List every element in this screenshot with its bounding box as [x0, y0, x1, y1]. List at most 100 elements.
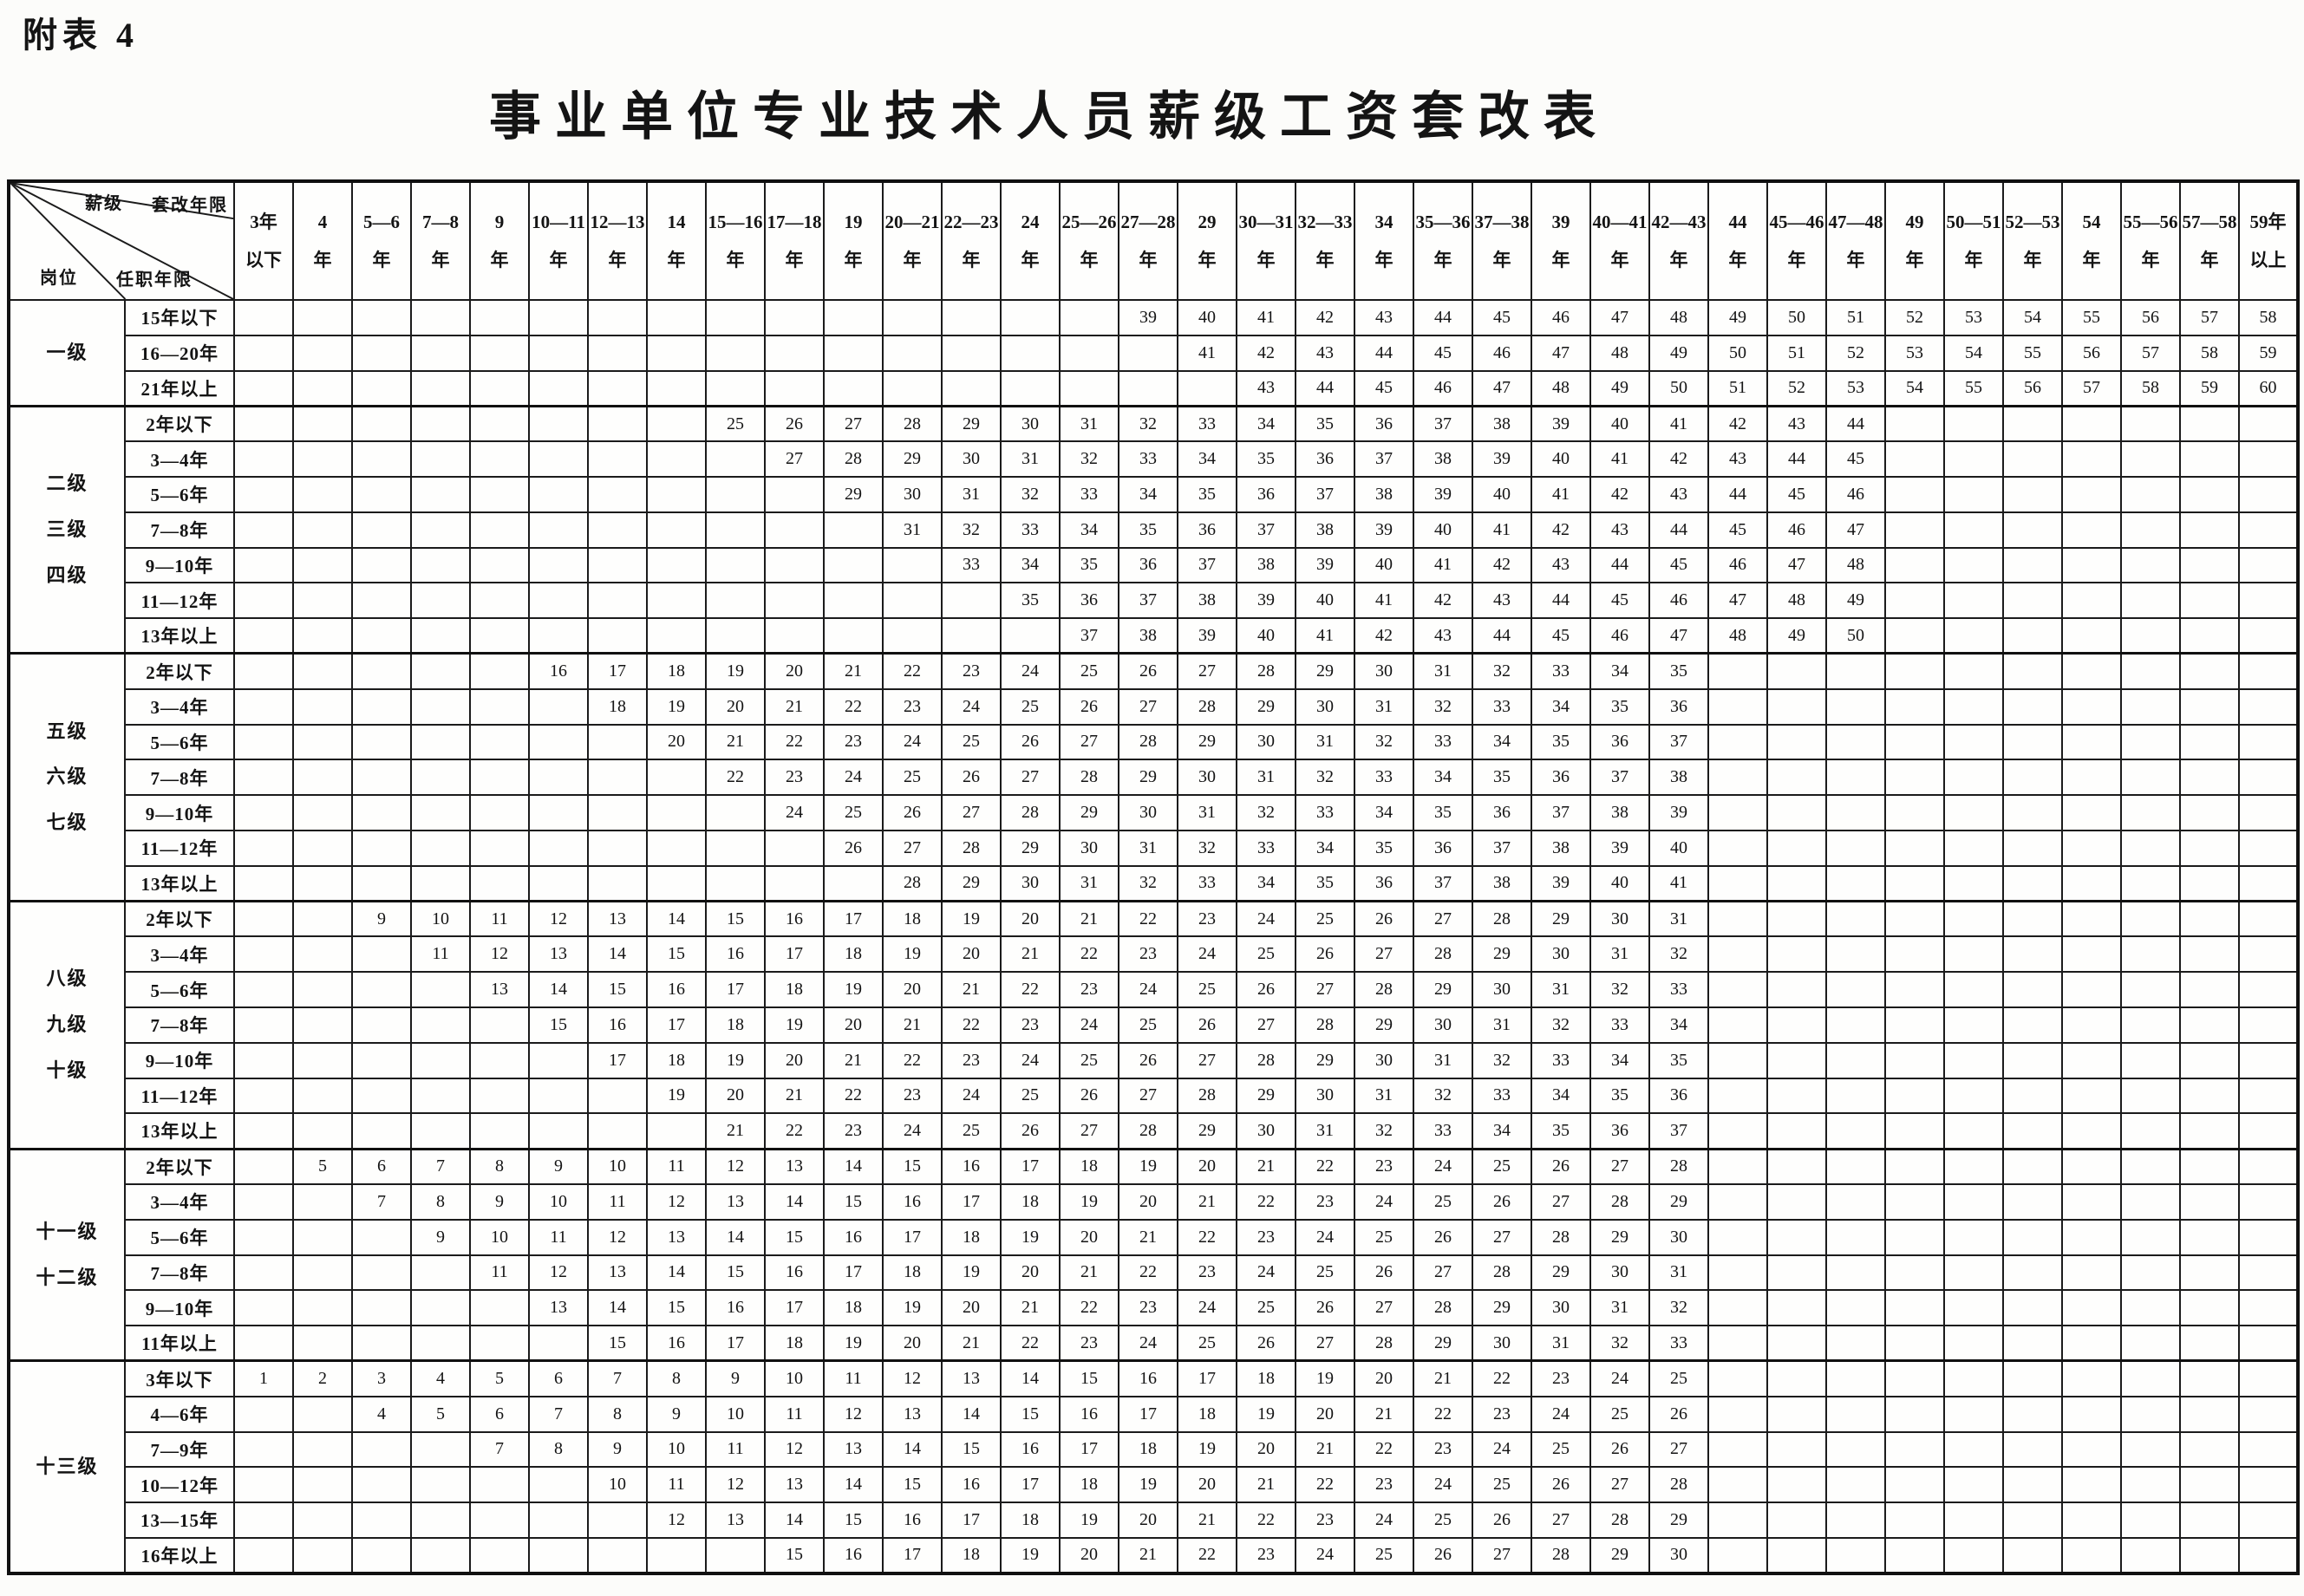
grade-cell: 20: [764, 652, 825, 690]
empty-cell: [2120, 723, 2181, 761]
grade-cell: 24: [1118, 1325, 1178, 1362]
grade-cell: 46: [1531, 299, 1591, 336]
grade-cell: 33: [1531, 1041, 1591, 1079]
grade-cell: 27: [1177, 1041, 1237, 1079]
empty-cell: [823, 582, 884, 620]
grade-cell: 18: [764, 971, 825, 1008]
tenure-row-label: 21年以上: [124, 369, 235, 407]
empty-cell: [1943, 1218, 2004, 1256]
empty-cell: [587, 1112, 648, 1150]
table-row: 7—8年 22 23 24 25 26 27 28 29 30 31 32 33 34 35 36 37 38: [9, 759, 2299, 797]
empty-cell: [823, 511, 884, 549]
grade-cell: 47: [1589, 299, 1650, 336]
empty-cell: [292, 1218, 353, 1256]
empty-cell: [1766, 971, 1827, 1008]
grade-cell: 41: [1589, 440, 1650, 478]
empty-cell: [528, 440, 589, 478]
grade-cell: 36: [1354, 404, 1414, 443]
empty-cell: [528, 1112, 589, 1150]
grade-cell: 13: [764, 1466, 825, 1504]
empty-cell: [2179, 582, 2240, 620]
empty-cell: [1884, 1289, 1945, 1327]
grade-cell: 42: [1295, 299, 1355, 336]
empty-cell: [2120, 1359, 2181, 1397]
grade-cell: 33: [1000, 511, 1061, 549]
table-row: 10—12年 10 11 12 13 14 15 16 17 18 19 20 21 22 23 24 25 26…: [9, 1466, 2299, 1504]
empty-cell: [1943, 1289, 2004, 1327]
grade-cell: 38: [1354, 475, 1414, 513]
empty-cell: [292, 1325, 353, 1362]
empty-cell: [1707, 652, 1768, 690]
grade-cell: 52: [1825, 334, 1886, 372]
grade-cell: 26: [1059, 687, 1119, 726]
table-row: 13年以上 21 22 23 24 25 26 27 28 29 30 31 32 33 34 35 36 37: [9, 1112, 2299, 1150]
grade-cell: 8: [646, 1359, 707, 1397]
grade-cell: 18: [1000, 1502, 1061, 1539]
empty-cell: [646, 334, 707, 372]
grade-cell: 38: [1648, 759, 1709, 797]
grade-cell: 45: [1707, 511, 1768, 549]
empty-cell: [2061, 1147, 2122, 1185]
empty-cell: [233, 935, 294, 974]
grade-cell: 40: [1236, 617, 1296, 655]
grade-cell: 28: [1648, 1466, 1709, 1504]
grade-cell: 40: [1354, 546, 1414, 584]
empty-cell: [2061, 935, 2122, 974]
empty-cell: [1884, 829, 1945, 867]
empty-cell: [2238, 652, 2299, 690]
grade-cell: 17: [705, 1325, 766, 1362]
empty-cell: [2061, 759, 2122, 797]
empty-cell: [2002, 1359, 2063, 1397]
grade-cell: 30: [941, 440, 1002, 478]
empty-cell: [1825, 1536, 1886, 1574]
column-header-line2: 年: [1374, 250, 1393, 270]
empty-cell: [351, 759, 412, 797]
grade-cell: 34: [1118, 475, 1178, 513]
empty-cell: [587, 511, 648, 549]
empty-cell: [1943, 1430, 2004, 1469]
grade-cell: 26: [941, 759, 1002, 797]
grade-cell: 35: [1589, 1077, 1650, 1115]
empty-cell: [1766, 1359, 1827, 1397]
empty-cell: [1884, 1077, 1945, 1115]
empty-cell: [1059, 334, 1119, 372]
grade-cell: 27: [1354, 935, 1414, 974]
empty-cell: [292, 1077, 353, 1115]
grade-cell: 7: [410, 1147, 471, 1185]
empty-cell: [410, 652, 471, 690]
grade-cell: 26: [1118, 1041, 1178, 1079]
column-header-line2: 年: [903, 250, 922, 270]
empty-cell: [764, 369, 825, 407]
grade-cell: 14: [764, 1182, 825, 1221]
grade-cell: 23: [1118, 1289, 1178, 1327]
column-header-line1: 35—36: [1415, 211, 1471, 232]
empty-cell: [1943, 723, 2004, 761]
tenure-row-label: 9—10年: [124, 794, 235, 831]
column-header-line1: 22—23: [943, 211, 999, 232]
empty-cell: [646, 617, 707, 655]
grade-cell: 28: [882, 404, 943, 443]
post-group-label: 一级: [8, 298, 126, 407]
column-header-line1: 3年: [250, 211, 277, 232]
grade-cell: 21: [705, 1112, 766, 1150]
empty-cell: [764, 829, 825, 867]
grade-cell: 9: [351, 900, 412, 938]
grade-cell: 25: [882, 759, 943, 797]
empty-cell: [2061, 475, 2122, 513]
corner-diagonal-lines: [10, 183, 232, 298]
grade-cell: 23: [1295, 1502, 1355, 1539]
empty-cell: [823, 334, 884, 372]
grade-cell: 56: [2061, 334, 2122, 372]
empty-cell: [2238, 687, 2299, 726]
grade-cell: 15: [646, 935, 707, 974]
empty-cell: [1707, 971, 1768, 1008]
grade-cell: 16: [1000, 1430, 1061, 1469]
grade-cell: 44: [1825, 404, 1886, 443]
grade-cell: 19: [1295, 1359, 1355, 1397]
grade-cell: 33: [1059, 475, 1119, 513]
grade-cell: 24: [941, 1077, 1002, 1115]
grade-cell: 18: [882, 1254, 943, 1292]
empty-cell: [351, 1254, 412, 1292]
grade-cell: 41: [1177, 334, 1237, 372]
empty-cell: [528, 475, 589, 513]
